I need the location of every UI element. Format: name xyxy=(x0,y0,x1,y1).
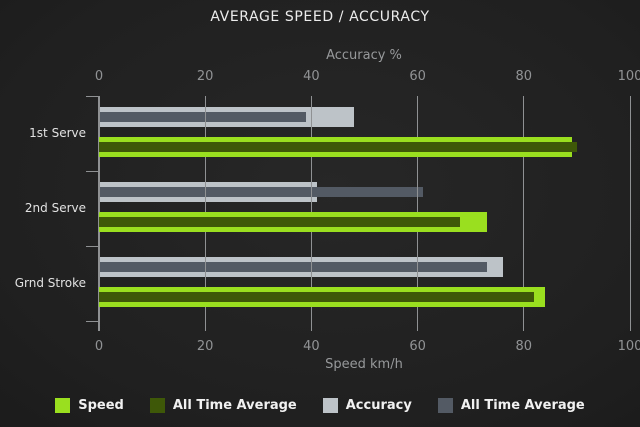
category-axis-tick xyxy=(86,246,98,247)
legend-label-speed-0: Speed xyxy=(78,398,124,413)
bar-all-time-average-2nd-serve xyxy=(99,217,461,227)
legend-swatch-all-time-average-1 xyxy=(149,398,165,413)
bottom-tick-80: 80 xyxy=(515,339,533,354)
gridline-80 xyxy=(523,96,525,331)
top-tick-20: 20 xyxy=(196,69,214,84)
top-tick-40: 40 xyxy=(303,69,320,84)
legend-swatch-accuracy-2 xyxy=(322,398,338,413)
legend-item-all-time-average-3[interactable]: All Time Average xyxy=(437,398,585,413)
legend-swatch-speed-0 xyxy=(55,398,71,413)
bar-all-time-average-1st-serve xyxy=(99,112,307,122)
bottom-tick-100: 100 xyxy=(617,339,640,354)
top-tick-60: 60 xyxy=(409,69,426,84)
bar-all-time-average-grnd-stroke xyxy=(99,262,487,272)
bar-all-time-average-grnd-stroke xyxy=(99,292,535,302)
category-label-1st-serve: 1st Serve xyxy=(29,126,86,140)
category-label-2nd-serve: 2nd Serve xyxy=(24,201,86,215)
top-tick-80: 80 xyxy=(515,69,533,84)
bottom-tick-0: 0 xyxy=(94,339,104,354)
category-axis-tick xyxy=(86,321,98,322)
bottom-tick-60: 60 xyxy=(409,339,426,354)
chart-title: AVERAGE SPEED / ACCURACY xyxy=(210,9,430,25)
category-label-grnd-stroke: Grnd Stroke xyxy=(14,276,86,290)
category-axis-tick xyxy=(86,171,98,172)
top-tick-100: 100 xyxy=(617,69,640,84)
legend-item-all-time-average-1[interactable]: All Time Average xyxy=(149,398,297,413)
legend: Speed All Time Average Accuracy All Time Av… xyxy=(0,398,640,413)
legend-label-all-time-average-1: All Time Average xyxy=(172,398,297,413)
top-tick-0: 0 xyxy=(94,69,104,84)
bottom-axis-title: Speed km/h xyxy=(325,357,403,372)
gridline-100 xyxy=(629,96,631,331)
category-axis-tick xyxy=(86,96,98,97)
bar-all-time-average-1st-serve xyxy=(99,142,577,152)
legend-label-accuracy-2: Accuracy xyxy=(345,398,412,413)
bottom-tick-20: 20 xyxy=(196,339,214,354)
bottom-tick-40: 40 xyxy=(303,339,320,354)
legend-item-accuracy-2[interactable]: Accuracy xyxy=(322,398,412,413)
bar-all-time-average-2nd-serve xyxy=(99,187,423,197)
legend-swatch-all-time-average-3 xyxy=(437,398,453,413)
top-axis-title: Accuracy % xyxy=(326,48,402,63)
category-axis-line xyxy=(98,96,99,331)
legend-label-all-time-average-3: All Time Average xyxy=(460,398,585,413)
legend-item-speed-0[interactable]: Speed xyxy=(55,398,124,413)
